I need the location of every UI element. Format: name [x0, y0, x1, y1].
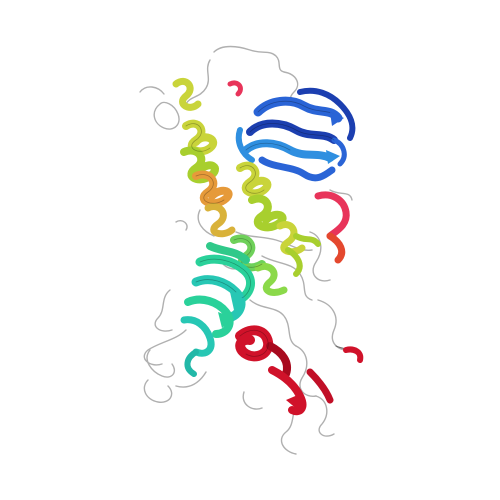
- red-segment-right: [227, 80, 350, 264]
- teal-domain: [180, 242, 256, 377]
- yellow-helices: [172, 77, 306, 277]
- coil-loops: [139, 45, 357, 455]
- orange-helix: [192, 170, 236, 238]
- blue-domain: [235, 87, 356, 182]
- red-domain: [235, 325, 364, 416]
